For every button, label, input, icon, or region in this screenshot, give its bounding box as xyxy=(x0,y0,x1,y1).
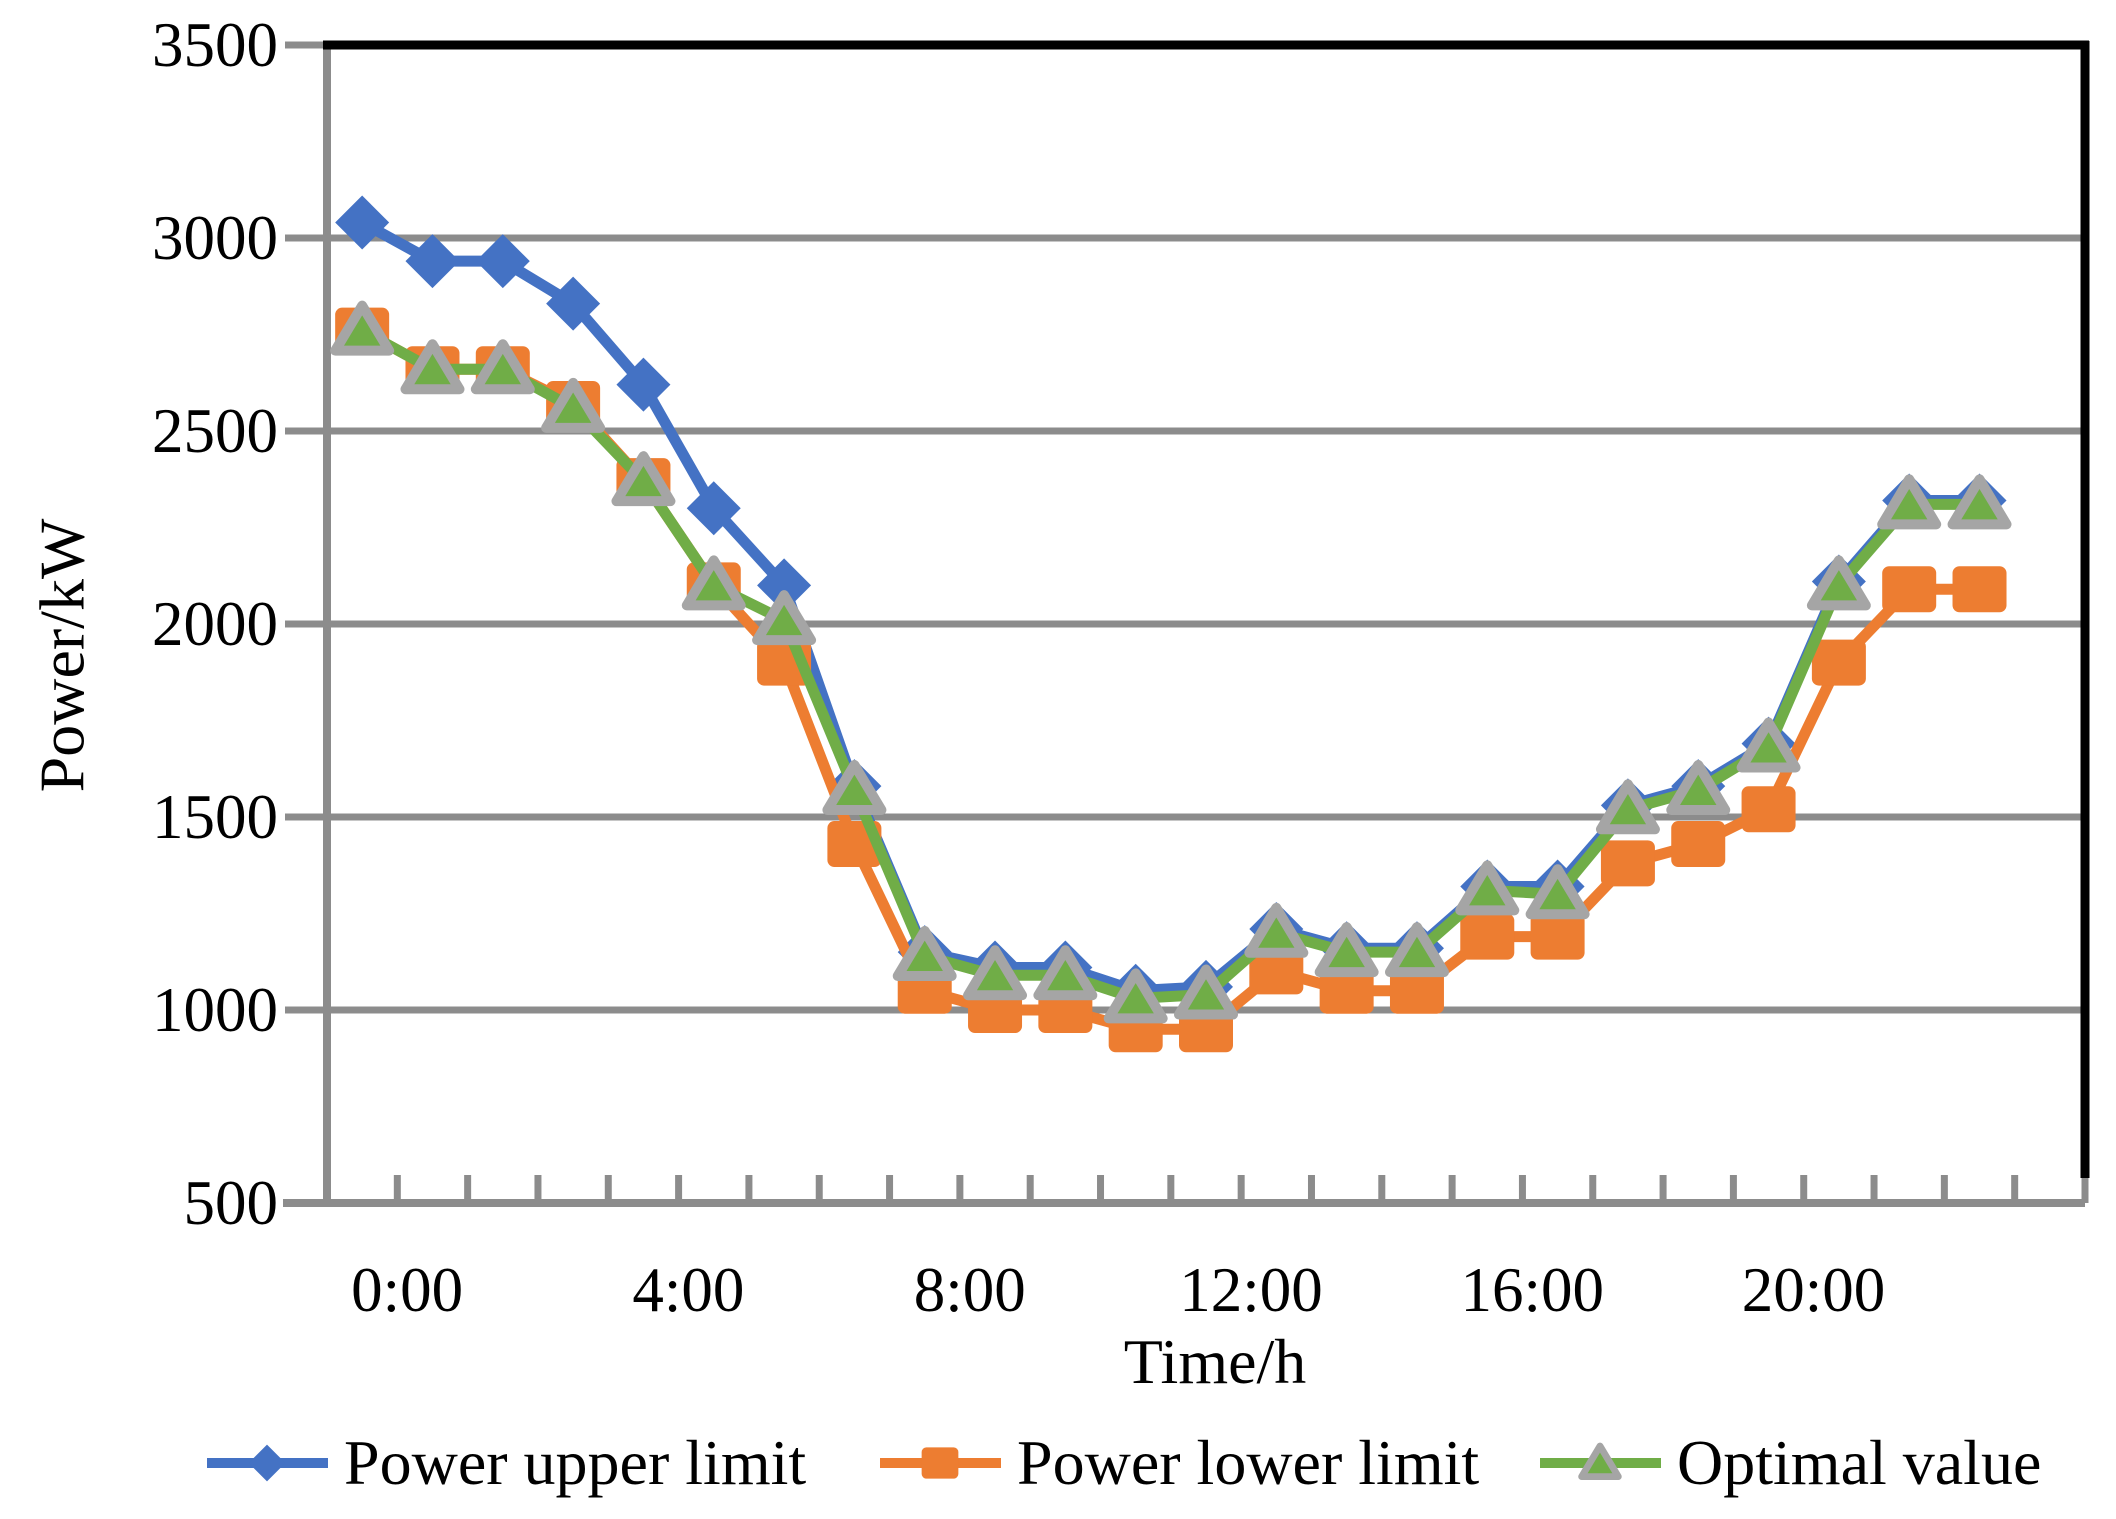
marker-triangle xyxy=(400,339,465,395)
marker-diamond xyxy=(616,357,671,412)
marker-triangle xyxy=(963,945,1028,1001)
legend-label-power-lower-limit: Power lower limit xyxy=(1017,1427,1480,1498)
legend-glyph xyxy=(207,1444,328,1482)
marker-square xyxy=(1671,821,1726,868)
marker-triangle xyxy=(611,451,676,507)
legend-label-optimal-value: Optimal value xyxy=(1677,1427,2042,1498)
legend-glyph xyxy=(1540,1442,1661,1480)
marker-triangle xyxy=(1947,474,2012,530)
x-axis-title: Time/h xyxy=(1123,1326,1307,1397)
x-tick-label: 16:00 xyxy=(1460,1255,1605,1325)
marker-triangle xyxy=(1033,945,1098,1001)
marker-square xyxy=(1882,566,1937,613)
marker-triangle xyxy=(1314,922,1379,978)
marker-triangle xyxy=(330,300,395,356)
marker-triangle xyxy=(1578,1442,1622,1480)
series-optimal-value xyxy=(330,300,2012,1024)
marker-square xyxy=(1741,786,1796,833)
marker-triangle xyxy=(681,555,746,611)
marker-triangle xyxy=(1174,964,1238,1020)
marker-square xyxy=(921,1447,959,1479)
legend-marker-square-icon xyxy=(880,1447,1001,1479)
marker-triangle xyxy=(1103,968,1168,1024)
y-axis-title: Power/kW xyxy=(26,518,98,793)
marker-triangle xyxy=(1455,860,1520,916)
series-line xyxy=(356,217,1986,997)
marker-diamond xyxy=(475,234,530,289)
marker-square xyxy=(1460,913,1515,960)
legend-marker-diamond-icon xyxy=(207,1444,328,1482)
y-tick-label: 3500 xyxy=(152,10,278,80)
marker-square xyxy=(1811,639,1866,686)
marker-triangle xyxy=(892,925,957,981)
x-tick-label: 12:00 xyxy=(1179,1255,1323,1325)
marker-square xyxy=(1319,967,1374,1014)
marker-triangle xyxy=(541,377,606,433)
marker-diamond xyxy=(757,558,812,613)
marker-triangle xyxy=(1666,759,1731,815)
marker-diamond xyxy=(546,276,601,331)
legend-label-power-upper-limit: Power upper limit xyxy=(344,1427,807,1498)
y-tick-label: 500 xyxy=(183,1168,279,1238)
x-tick-label: 8:00 xyxy=(913,1255,1026,1325)
marker-diamond xyxy=(686,481,741,536)
marker-triangle xyxy=(1525,864,1590,920)
marker-square xyxy=(1389,967,1444,1014)
legend-marker-triangle-icon xyxy=(1540,1442,1661,1480)
legend-item-power-upper-limit: Power upper limit xyxy=(205,1424,806,1502)
marker-square xyxy=(1952,566,2007,613)
marker-diamond xyxy=(248,1444,286,1482)
marker-square xyxy=(1249,948,1304,995)
y-tick-label: 1500 xyxy=(152,782,278,852)
y-tick-label: 2000 xyxy=(152,589,278,659)
y-tick-label: 1000 xyxy=(152,975,278,1045)
marker-triangle xyxy=(1384,922,1449,978)
marker-triangle xyxy=(1244,902,1309,958)
axes xyxy=(283,40,2090,1207)
marker-triangle xyxy=(470,339,535,395)
marker-square xyxy=(1600,840,1655,887)
x-tick-label: 0:00 xyxy=(351,1255,464,1325)
y-tick-label: 3000 xyxy=(152,203,278,273)
x-tick-label: 4:00 xyxy=(632,1255,745,1325)
legend-glyph xyxy=(880,1447,1001,1479)
marker-square xyxy=(1530,913,1585,960)
y-tick-label: 2500 xyxy=(152,396,278,466)
marker-triangle xyxy=(752,590,817,646)
marker-triangle xyxy=(1595,779,1660,835)
series-power-upper-limit xyxy=(335,195,2007,1018)
marker-triangle xyxy=(822,759,887,815)
marker-triangle xyxy=(1736,717,1801,773)
marker-diamond xyxy=(335,195,390,250)
legend-item-power-lower-limit: Power lower limit xyxy=(878,1424,1479,1502)
marker-diamond xyxy=(405,234,460,289)
marker-triangle xyxy=(1877,474,1942,530)
marker-triangle xyxy=(1806,555,1871,611)
x-tick-label: 20:00 xyxy=(1741,1255,1886,1325)
legend-item-optimal-value: Optimal value xyxy=(1538,1424,2041,1502)
